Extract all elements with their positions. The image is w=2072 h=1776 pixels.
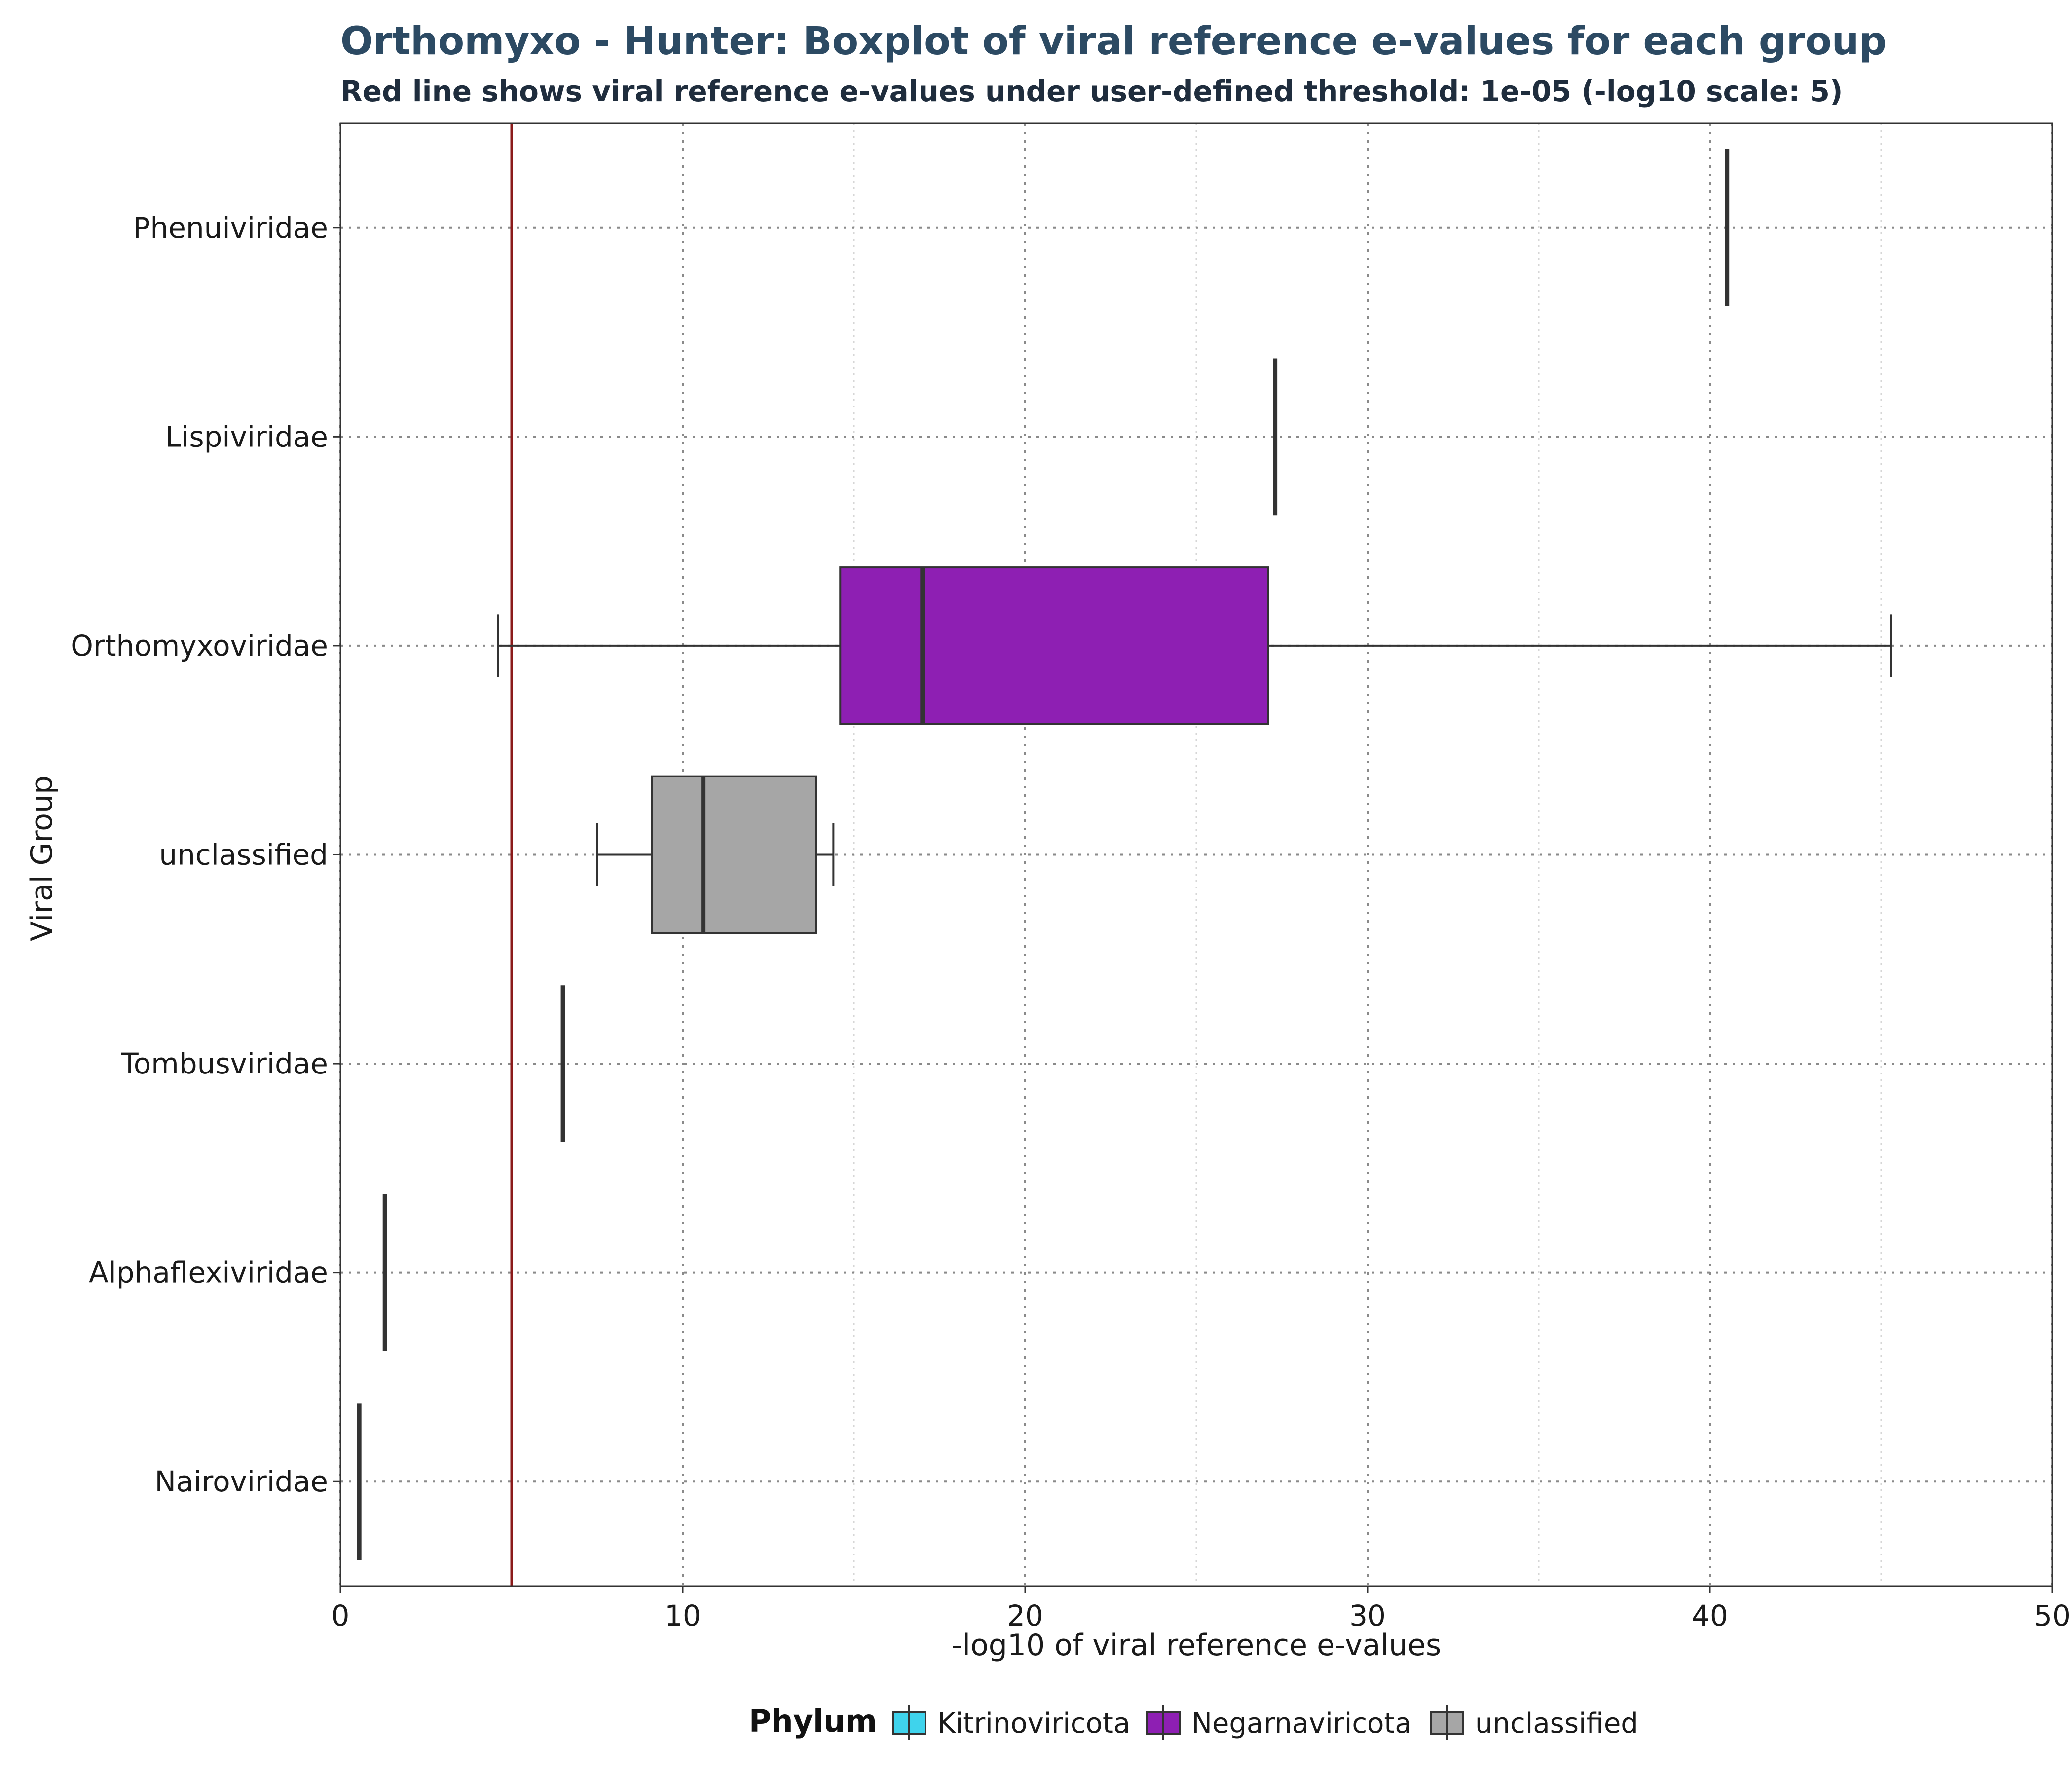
chart-title: Orthomyxo - Hunter: Boxplot of viral ref…: [340, 19, 1887, 64]
chart-subtitle: Red line shows viral reference e-values …: [340, 74, 1843, 108]
y-tick-label: Tombusviridae: [120, 1047, 328, 1080]
x-tick-label: 20: [1007, 1599, 1043, 1632]
y-tick-label: Orthomyxoviridae: [71, 629, 328, 663]
y-tick-label: Alphaflexiviridae: [89, 1256, 328, 1290]
box-iqr: [839, 566, 1269, 725]
box-iqr: [651, 775, 817, 934]
legend-label: unclassified: [1475, 1707, 1638, 1739]
y-axis-title: Viral Group: [25, 776, 59, 941]
y-tick-label: unclassified: [159, 838, 328, 872]
plot-area: Phenuiviridae Lispiviridae Orthomyxovirida…: [71, 122, 2071, 1632]
x-tick-label: 40: [1692, 1599, 1728, 1632]
x-tick-label: 30: [1349, 1599, 1386, 1632]
legend: Phylum Kitrinoviricota Negarnaviricota unc…: [749, 1703, 1638, 1740]
x-tick-label: 10: [665, 1599, 701, 1632]
x-tick-label: 50: [2034, 1599, 2071, 1632]
y-tick-label: Lispiviridae: [165, 420, 328, 453]
legend-label: Kitrinoviricota: [937, 1707, 1130, 1739]
legend-label: Negarnaviricota: [1191, 1707, 1412, 1739]
legend-title: Phylum: [749, 1703, 877, 1739]
y-tick-label: Phenuiviridae: [133, 211, 329, 245]
y-tick-label: Nairoviridae: [154, 1465, 328, 1498]
x-axis-title: -log10 of viral reference e-values: [952, 1628, 1441, 1663]
x-tick-label: 0: [332, 1599, 350, 1632]
